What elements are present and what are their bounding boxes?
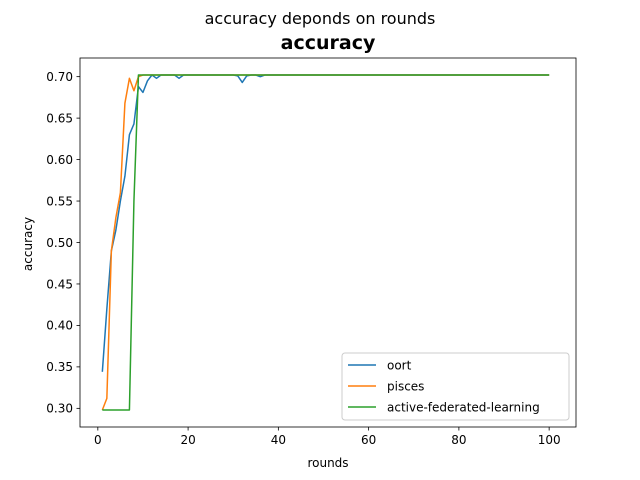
legend-label-1: pisces xyxy=(387,379,424,393)
series-line-2 xyxy=(102,74,550,411)
legend-label-2: active-federated-learning xyxy=(387,400,540,414)
y-tick-label-1: 0.35 xyxy=(46,360,73,374)
series-layer xyxy=(101,74,550,411)
legend-label-0: oort xyxy=(387,358,412,372)
chart-title: accuracy xyxy=(281,32,376,54)
y-tick-label-5: 0.55 xyxy=(46,194,73,208)
y-axis-label: accuracy xyxy=(21,217,35,271)
x-tick-label-2: 40 xyxy=(271,433,286,447)
y-tick-label-0: 0.30 xyxy=(46,402,73,416)
chart-suptitle: accuracy deponds on rounds xyxy=(205,9,436,28)
x-tick-label-3: 60 xyxy=(361,433,376,447)
legend: oort pisces active-federated-learning xyxy=(341,352,570,421)
y-tick-label-3: 0.45 xyxy=(46,277,73,291)
y-tick-label-8: 0.70 xyxy=(46,70,73,84)
x-axis-label: rounds xyxy=(307,456,348,470)
y-tick-label-4: 0.50 xyxy=(46,236,73,250)
x-tick-label-5: 100 xyxy=(538,433,561,447)
y-tick-label-2: 0.40 xyxy=(46,319,73,333)
y-tick-label-7: 0.65 xyxy=(46,111,73,125)
y-tick-label-6: 0.60 xyxy=(46,153,73,167)
x-tick-label-4: 80 xyxy=(451,433,466,447)
x-tick-label-1: 20 xyxy=(180,433,195,447)
series-line-0 xyxy=(101,74,550,372)
legend-box xyxy=(341,352,570,421)
axes-layer: 0 20 40 60 80 100 0.30 0.35 0.40 0.45 0.50 0.55 0.60… xyxy=(46,57,577,447)
x-tick-label-0: 0 xyxy=(94,433,102,447)
